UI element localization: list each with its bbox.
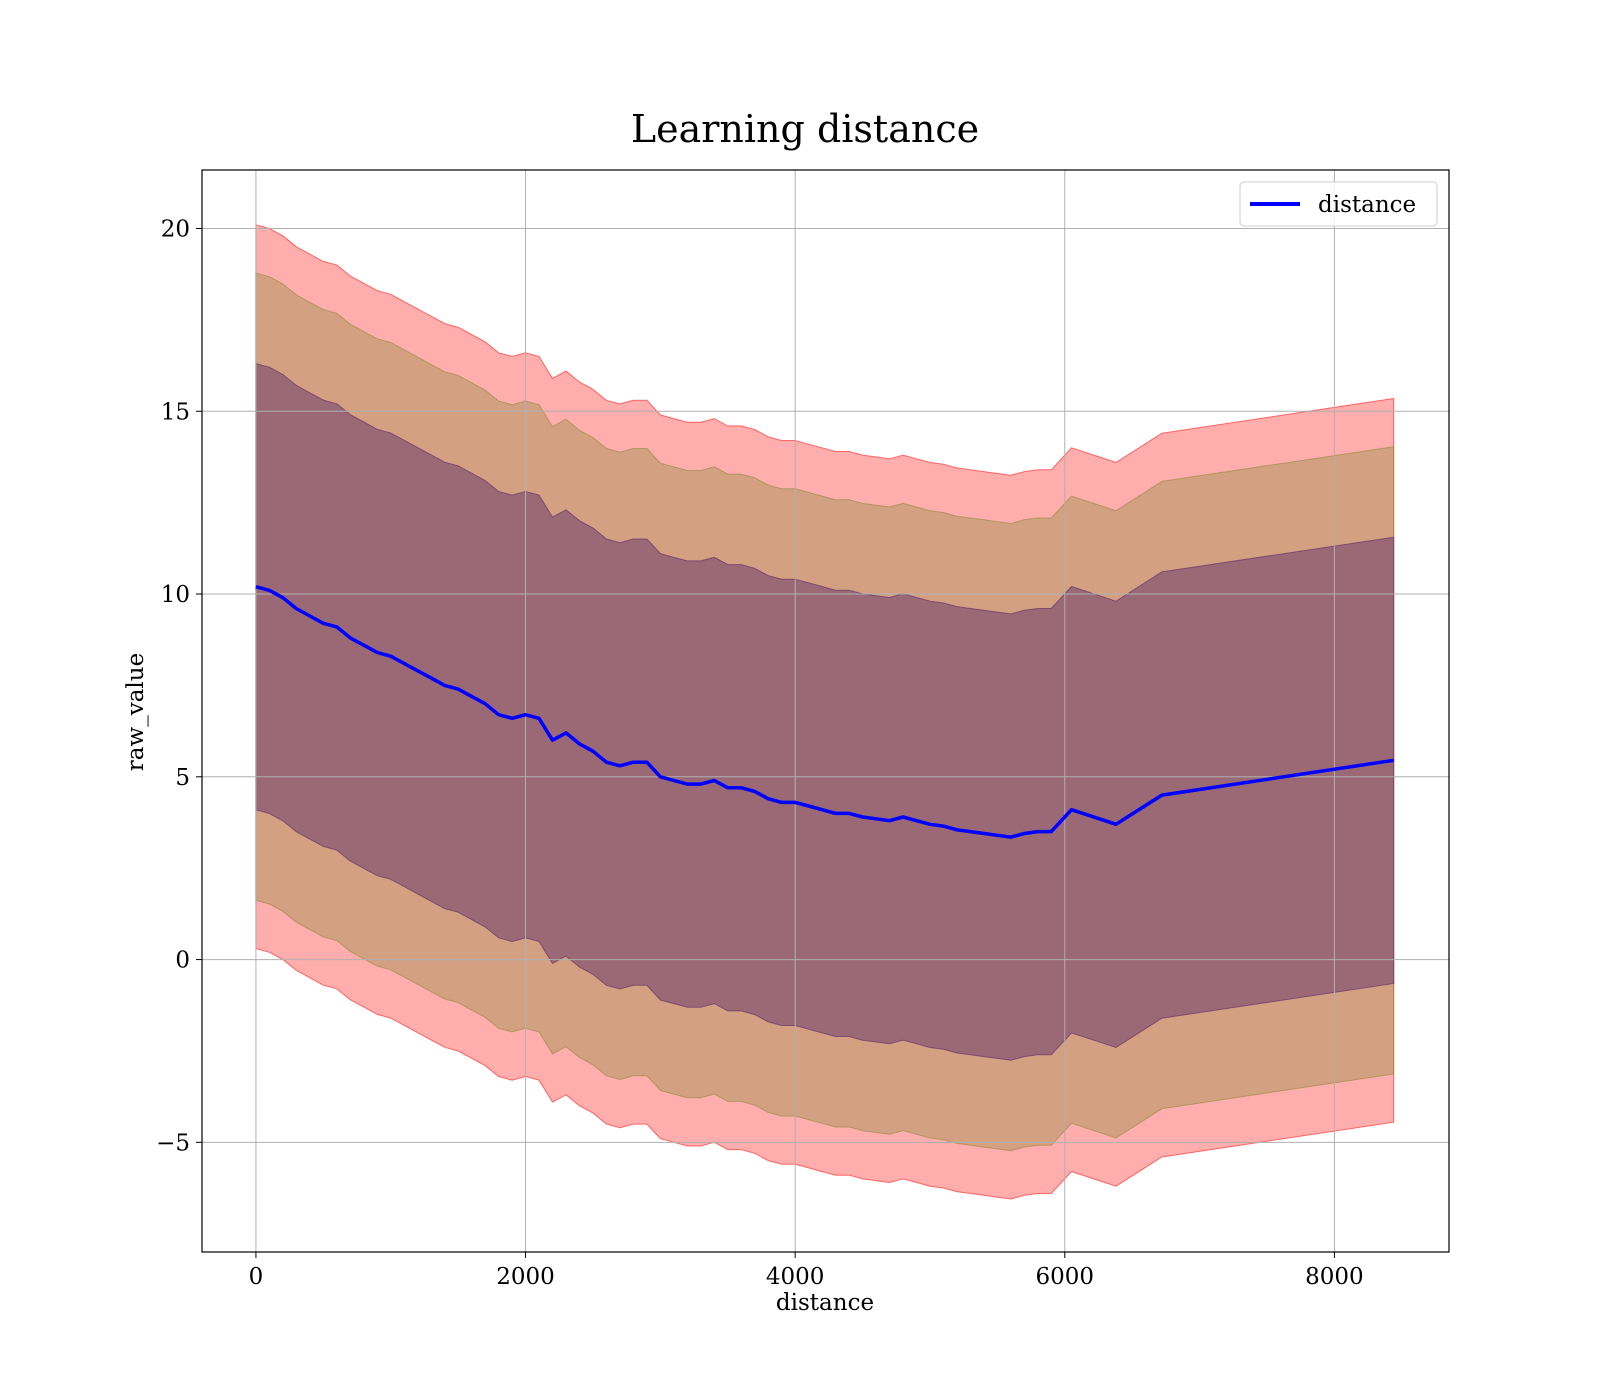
series-line-distance — [255, 585, 1394, 839]
chart-title: Learning distance — [631, 107, 979, 151]
y-axis-ticks: −5 0 5 10 15 20 — [156, 216, 202, 1156]
legend-label-distance: distance — [1318, 192, 1416, 218]
band-2 — [255, 362, 1395, 1061]
x-tick-label: 2000 — [496, 1264, 555, 1290]
x-axis-label: distance — [776, 1290, 874, 1316]
legend-box — [1239, 181, 1438, 227]
legend: distance — [1239, 181, 1438, 227]
y-tick-label: 10 — [161, 582, 190, 608]
x-tick-label: 6000 — [1036, 1264, 1095, 1290]
y-tick-label: 20 — [161, 216, 190, 242]
x-tick-label: 8000 — [1305, 1264, 1364, 1290]
series-lines — [255, 585, 1394, 839]
x-tick-label: 0 — [249, 1264, 264, 1290]
x-axis-ticks: 0 2000 4000 6000 8000 — [249, 1252, 1364, 1290]
grid — [202, 170, 1449, 1252]
y-tick-label: −5 — [156, 1130, 190, 1156]
confidence-bands — [255, 224, 1395, 1200]
x-tick-label: 4000 — [766, 1264, 825, 1290]
y-axis-label: raw_value — [123, 653, 149, 771]
plot-frame — [201, 169, 1450, 1253]
y-tick-label: 15 — [161, 399, 190, 425]
y-tick-label: 5 — [175, 765, 190, 791]
y-tick-label: 0 — [175, 948, 190, 974]
